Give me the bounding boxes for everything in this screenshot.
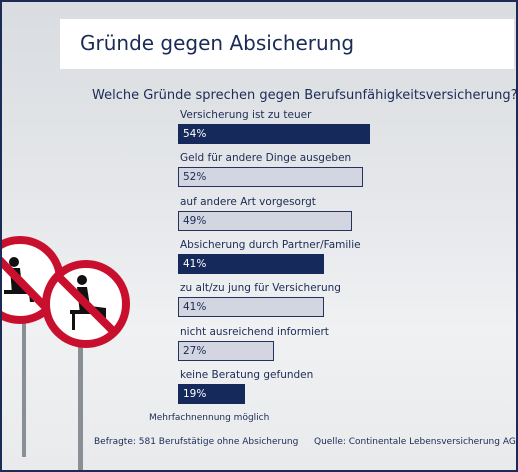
bar-value-label: 41% bbox=[183, 301, 207, 314]
bar-category-label: Geld für andere Dinge ausgeben bbox=[180, 152, 352, 165]
bar-value-label: 54% bbox=[183, 128, 207, 140]
bar-category-label: auf andere Art vorgesorgt bbox=[180, 195, 316, 208]
bar-value-label: 19% bbox=[183, 387, 207, 400]
bar bbox=[178, 124, 370, 144]
source-note: Quelle: Continentale Lebensversicherung … bbox=[314, 437, 516, 447]
sign-pole-back bbox=[22, 322, 26, 457]
bar-value-label: 41% bbox=[183, 257, 207, 270]
no-sitting-sign-front bbox=[42, 260, 130, 348]
page-title: Gründe gegen Absicherung bbox=[80, 31, 355, 55]
title-box: Gründe gegen Absicherung bbox=[60, 19, 514, 69]
respondents-note: Befragte: 581 Berufstätige ohne Absicher… bbox=[94, 437, 299, 447]
no-sitting-sign-back bbox=[2, 236, 64, 324]
bar bbox=[178, 383, 245, 404]
footnote: Mehrfachnennung möglich bbox=[149, 413, 270, 423]
sign-pole-front bbox=[78, 344, 83, 470]
bar bbox=[178, 297, 324, 318]
bar-category-label: zu alt/zu jung für Versicherung bbox=[180, 282, 341, 295]
bar-category-label: nicht ausreichend informiert bbox=[180, 325, 329, 338]
bar bbox=[178, 340, 274, 361]
bar bbox=[178, 167, 363, 188]
prohibition-signs-illustration bbox=[2, 236, 130, 470]
bar-value-label: 52% bbox=[183, 171, 207, 184]
bar-category-label: keine Beratung gefunden bbox=[180, 368, 314, 381]
chart-question: Welche Gründe sprechen gegen Berufsunfäh… bbox=[92, 88, 518, 103]
bar bbox=[178, 253, 324, 274]
bar bbox=[178, 210, 352, 231]
bar-category-label: Versicherung ist zu teuer bbox=[180, 109, 312, 121]
bar-value-label: 27% bbox=[183, 344, 207, 357]
bar-value-label: 49% bbox=[183, 214, 207, 227]
bar-category-label: Absicherung durch Partner/Familie bbox=[180, 238, 361, 251]
